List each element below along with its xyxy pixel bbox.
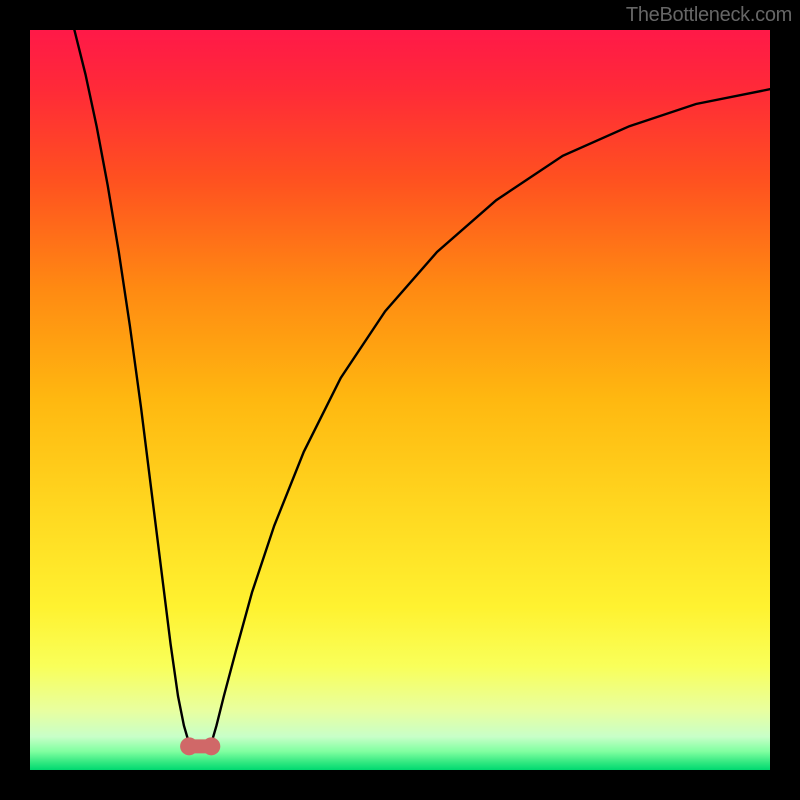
optimum-marker-1: [202, 737, 220, 755]
marker-layer: [180, 737, 220, 755]
optimum-marker-0: [180, 737, 198, 755]
bottleneck-chart: [30, 30, 770, 770]
chart-container: TheBottleneck.com: [0, 0, 800, 800]
watermark-text: TheBottleneck.com: [626, 4, 792, 27]
